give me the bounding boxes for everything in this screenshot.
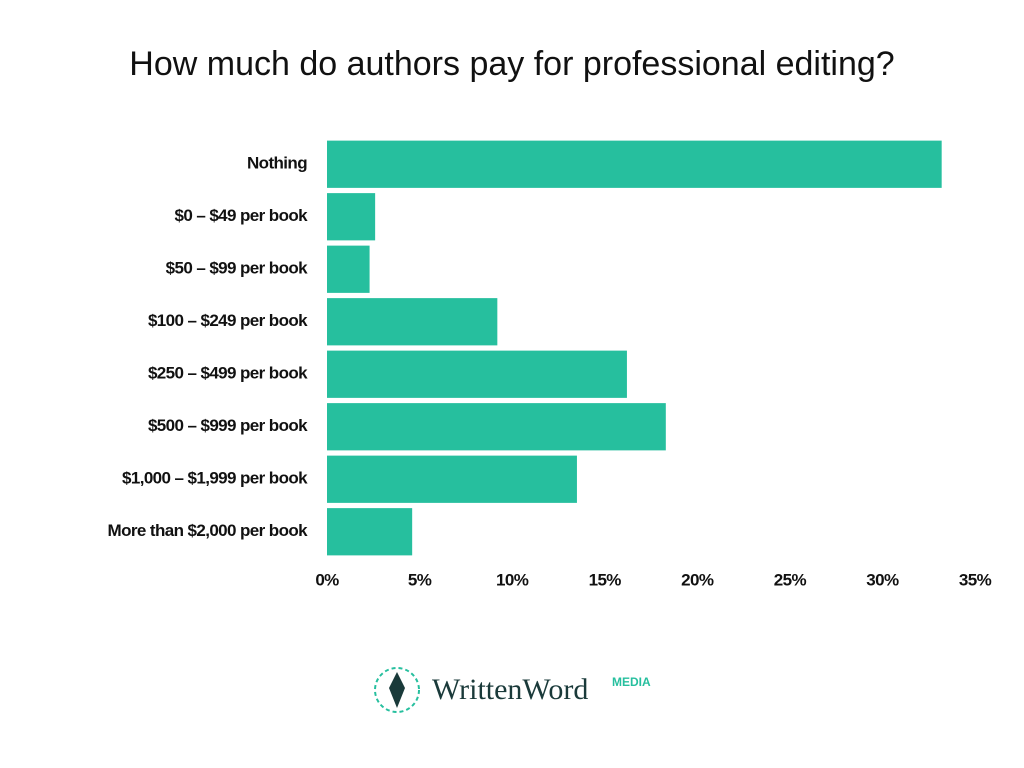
logo-icon <box>374 667 420 713</box>
y-tick-label: More than $2,000 per book <box>108 521 309 540</box>
x-tick-label: 10% <box>496 570 529 589</box>
bar <box>327 508 413 556</box>
x-tick-label: 30% <box>866 570 899 589</box>
logo-tag: MEDIA <box>612 675 651 689</box>
y-tick-label: $1,000 – $1,999 per book <box>122 469 308 488</box>
bar <box>327 140 942 188</box>
chart-title: How much do authors pay for professional… <box>129 45 894 83</box>
x-tick-label: 0% <box>315 570 339 589</box>
logo-pen <box>389 672 405 708</box>
x-tick-label: 20% <box>681 570 714 589</box>
x-tick-label: 25% <box>774 570 807 589</box>
x-tick-label: 5% <box>408 570 432 589</box>
bar <box>327 350 627 398</box>
bar <box>327 403 666 451</box>
x-tick-label: 15% <box>589 570 622 589</box>
bar <box>327 193 376 241</box>
logo-name: WrittenWord <box>432 673 588 706</box>
logo: WrittenWord MEDIA <box>374 667 651 713</box>
y-tick-label: $500 – $999 per book <box>148 416 308 435</box>
y-tick-label: $100 – $249 per book <box>148 311 308 330</box>
bar <box>327 455 577 503</box>
y-tick-label: $0 – $49 per book <box>175 206 309 225</box>
bar <box>327 245 370 293</box>
y-tick-label: Nothing <box>247 154 307 173</box>
bar <box>327 298 498 346</box>
y-tick-label: $50 – $99 per book <box>166 259 308 278</box>
x-tick-label: 35% <box>959 570 992 589</box>
y-tick-label: $250 – $499 per book <box>148 364 308 383</box>
